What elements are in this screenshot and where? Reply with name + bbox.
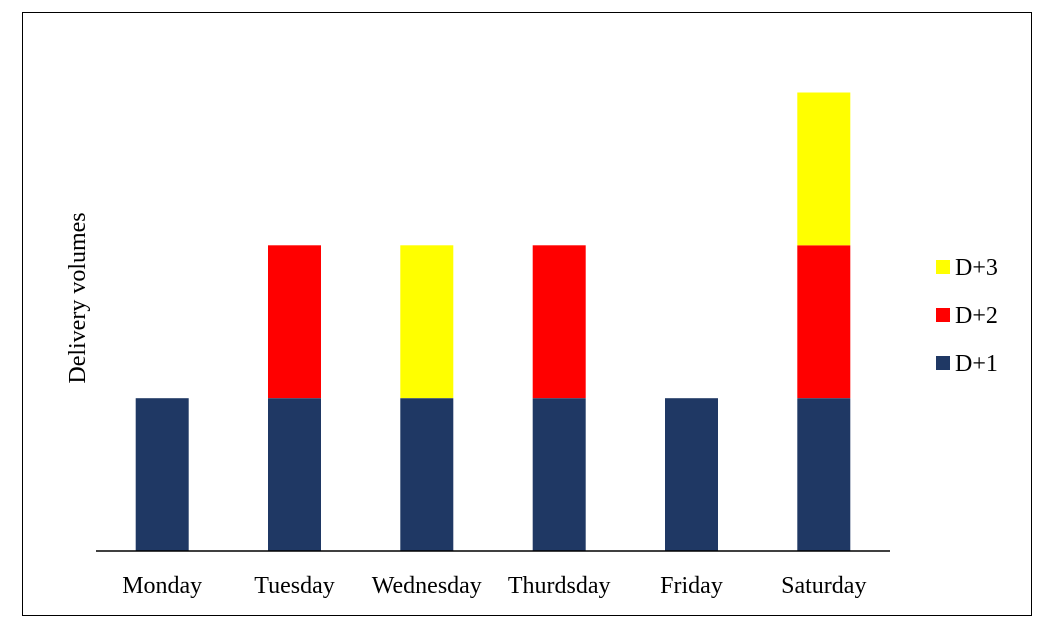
bar-segment-d2-saturday (797, 245, 851, 399)
legend-label-d1: D+1 (955, 351, 998, 377)
x-tick-labels: Monday Tuesday Wednesday Thurdsday Friday Sat… (122, 573, 866, 599)
chart-frame (22, 12, 1032, 616)
legend-label-d2: D+2 (955, 303, 998, 329)
bar-segment-d1-tuesday (268, 398, 321, 551)
x-tick-label-monday: Monday (122, 573, 202, 599)
bar-segment-d1-monday (135, 398, 189, 551)
bar-segment-d3-saturday (797, 92, 851, 246)
bars-layer (135, 92, 851, 551)
bar-segment-d1-thurdsday (532, 398, 586, 551)
legend-swatch-d2 (936, 308, 950, 322)
legend: D+3 D+2 D+1 (936, 255, 998, 377)
legend-item-d2: D+2 (936, 303, 998, 329)
x-tick-label-thurdsday: Thurdsday (508, 573, 611, 599)
legend-label-d3: D+3 (955, 255, 998, 281)
bar-segment-d3-wednesday (400, 245, 454, 399)
x-tick-label-friday: Friday (660, 573, 723, 599)
bar-segment-d1-wednesday (400, 398, 454, 551)
x-tick-label-wednesday: Wednesday (372, 573, 482, 599)
bar-segment-d1-friday (665, 398, 718, 551)
legend-item-d1: D+1 (936, 351, 998, 377)
y-axis-title: Delivery volumes (65, 212, 91, 383)
legend-item-d3: D+3 (936, 255, 998, 281)
bar-segment-d2-tuesday (268, 245, 321, 399)
bar-segment-d2-thurdsday (532, 245, 586, 399)
x-tick-label-tuesday: Tuesday (254, 573, 334, 599)
x-tick-label-saturday: Saturday (781, 573, 866, 599)
legend-swatch-d1 (936, 356, 950, 370)
legend-swatch-d3 (936, 260, 950, 274)
bar-segment-d1-saturday (797, 398, 851, 551)
